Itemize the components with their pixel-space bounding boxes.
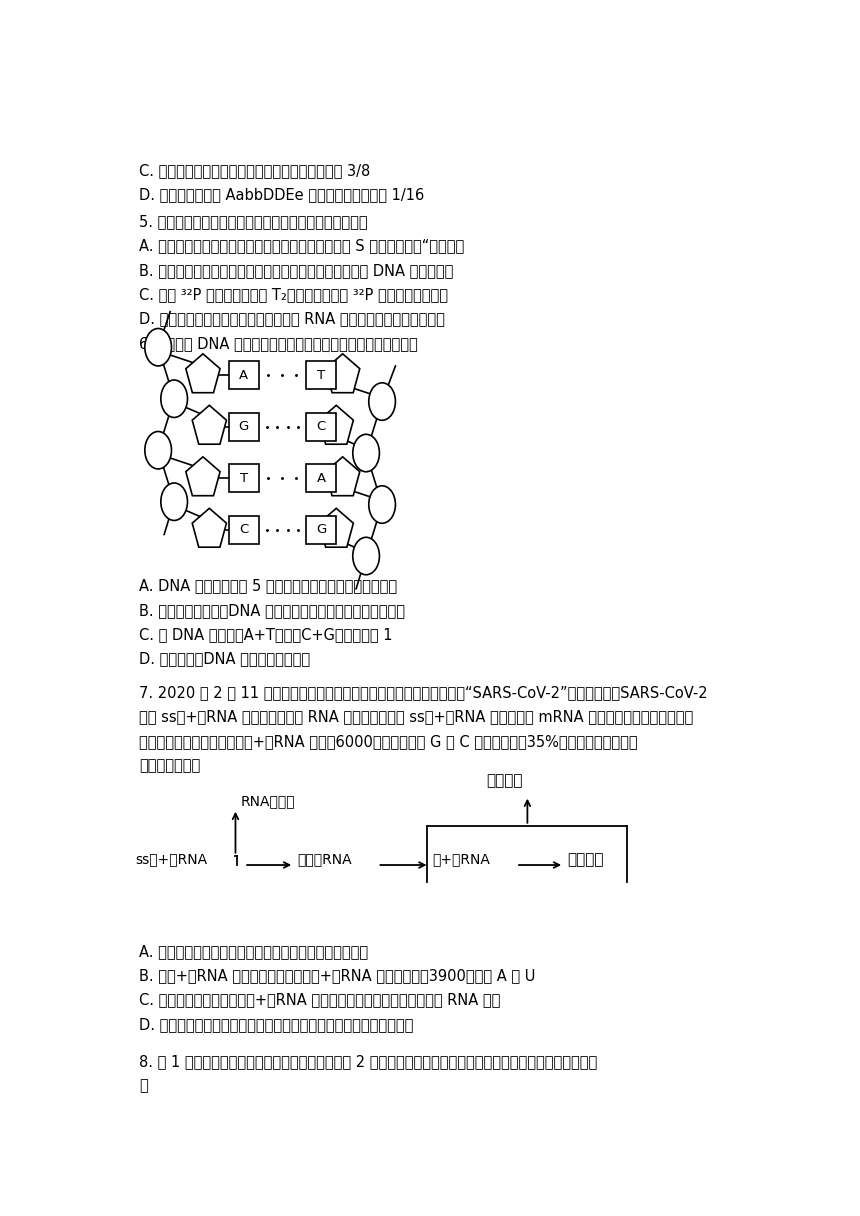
Text: D. 烟草花叶病毒侵染烟草的实验证明了 RNA 是烟草花叶病毒的遗传物质: D. 烟草花叶病毒侵染烟草的实验证明了 RNA 是烟草花叶病毒的遗传物质: [139, 311, 445, 327]
Polygon shape: [193, 405, 226, 444]
Text: 7. 2020 年 2 月 11 日，国际病毒分类委员会把新型冠状病毒正式命名为“SARS-CoV-2”，研究表明，SARS-CoV-2: 7. 2020 年 2 月 11 日，国际病毒分类委员会把新型冠状病毒正式命名为…: [139, 686, 708, 700]
Text: D. 该病毒易发生变异，一旦遗传信息改变，码的蛋白质结构也会改变: D. 该病毒易发生变异，一旦遗传信息改变，码的蛋白质结构也会改变: [139, 1017, 414, 1031]
Text: A. DNA 中脉氧核糖的 5 个碳原子都参与形成环状结构因基: A. DNA 中脉氧核糖的 5 个碳原子都参与形成环状结构因基: [139, 579, 397, 593]
Circle shape: [353, 537, 379, 575]
Text: C. 用含 ³²P 的动物细胞培养 T₂噬菌体能获得带 ³²P 标记的子代噬菌体: C. 用含 ³²P 的动物细胞培养 T₂噬菌体能获得带 ³²P 标记的子代噬菌体: [139, 287, 449, 303]
Circle shape: [144, 432, 171, 469]
Text: B. 通过半保留复制，DNA 将亲代的一半遗传信息传给子代因基: B. 通过半保留复制，DNA 将亲代的一半遗传信息传给子代因基: [139, 603, 406, 618]
Text: C: C: [316, 421, 326, 433]
Text: C. 子代中各性状均表现为显性的个体所占的比例是 3/8: C. 子代中各性状均表现为显性的个体所占的比例是 3/8: [139, 163, 371, 178]
Circle shape: [161, 379, 187, 417]
Text: A. 图中遗传信息的传递过程不遵循中心法则大个同本亲中: A. 图中遗传信息的传递过程不遵循中心法则大个同本亲中: [139, 944, 369, 958]
Text: 属于 ss（+）RNA 病毒（正链单链 RNA 病毒），病毒的 ss（+）RNA 可直接作为 mRNA 翻译出蛋白质，其增殖过程: 属于 ss（+）RNA 病毒（正链单链 RNA 病毒），病毒的 ss（+）RNA…: [139, 710, 694, 725]
Bar: [306, 465, 336, 492]
Text: D. 由图可知，DNA 的两条链反向平行: D. 由图可知，DNA 的两条链反向平行: [139, 652, 310, 666]
Circle shape: [369, 486, 396, 523]
Text: D. 子代中基因型为 AabbDDEe 的个体所占的比例是 1/16: D. 子代中基因型为 AabbDDEe 的个体所占的比例是 1/16: [139, 187, 425, 202]
Text: 是: 是: [139, 1079, 148, 1093]
Text: ss（+）RNA: ss（+）RNA: [136, 852, 207, 866]
Bar: [306, 516, 336, 544]
Text: G: G: [316, 523, 326, 536]
Bar: [306, 412, 336, 441]
Circle shape: [161, 483, 187, 520]
Bar: [229, 361, 259, 389]
Circle shape: [353, 434, 379, 472]
Text: A: A: [316, 472, 326, 485]
Text: C: C: [239, 523, 249, 536]
Bar: [229, 412, 259, 441]
Polygon shape: [319, 405, 353, 444]
Text: A. 格里菲思的肺炎链球菌转化实验说明了加热致死的 S 型细菌中存在“转化因子: A. 格里菲思的肺炎链球菌转化实验说明了加热致死的 S 型细菌中存在“转化因子: [139, 238, 464, 254]
Text: （－）RNA: （－）RNA: [298, 852, 352, 866]
Text: 8. 图 1 为某种生物细胞内进行的部分生理活动，图 2 为中心法则图解，图中字母代表具体过程。下列叙述正确的: 8. 图 1 为某种生物细胞内进行的部分生理活动，图 2 为中心法则图解，图中字…: [139, 1054, 598, 1069]
Text: RNA复制酶: RNA复制酶: [241, 794, 296, 809]
Text: 说法，正确的是: 说法，正确的是: [139, 759, 200, 773]
Polygon shape: [186, 354, 220, 393]
Polygon shape: [319, 508, 353, 547]
Circle shape: [144, 328, 171, 366]
Bar: [229, 465, 259, 492]
Text: G: G: [239, 421, 249, 433]
Text: 5. 下列有关科学家对遗传物质探索历程的叙述，错误的是: 5. 下列有关科学家对遗传物质探索历程的叙述，错误的是: [139, 214, 368, 230]
Polygon shape: [193, 508, 226, 547]
Bar: [229, 516, 259, 544]
Text: （+）RNA: （+）RNA: [433, 852, 490, 866]
Text: 如图所示。假定病毒基因组（+）RNA 中含有6000个碘基，其中 G 和 C 占碘基总数的35%。下列关于该病毒的: 如图所示。假定病毒基因组（+）RNA 中含有6000个碘基，其中 G 和 C 占…: [139, 734, 638, 749]
Bar: [306, 361, 336, 389]
Text: B. 艾弗里及其同事进行的肺炎链球菌体外转化实验证明了 DNA 是转化因子: B. 艾弗里及其同事进行的肺炎链球菌体外转化实验证明了 DNA 是转化因子: [139, 263, 454, 278]
Text: T: T: [240, 472, 248, 485]
Text: B. 以（+）RNA 为模板合成一条子代（+）RNA 的过程共需要3900个碘基 A 和 U: B. 以（+）RNA 为模板合成一条子代（+）RNA 的过程共需要3900个碘基…: [139, 968, 536, 983]
Polygon shape: [186, 457, 220, 496]
Text: 子代病毒: 子代病毒: [486, 773, 522, 788]
Text: T: T: [317, 368, 325, 382]
Circle shape: [369, 383, 396, 421]
Text: 6. 如图为某 DNA 分子的局部结构模式图，下列有关说法正确的是: 6. 如图为某 DNA 分子的局部结构模式图，下列有关说法正确的是: [139, 336, 418, 351]
Text: C. 该 DNA 分子中（A+T）／（C+G）一定等于 1: C. 该 DNA 分子中（A+T）／（C+G）一定等于 1: [139, 627, 393, 642]
Text: 结构蛋白: 结构蛋白: [568, 852, 604, 867]
Text: C. 子代病毒的遗传性状由（+）RNA 决定，病毒的基因是有遗传效应的 RNA 片段: C. 子代病毒的遗传性状由（+）RNA 决定，病毒的基因是有遗传效应的 RNA …: [139, 992, 501, 1007]
Polygon shape: [326, 354, 359, 393]
Text: A: A: [239, 368, 249, 382]
Polygon shape: [326, 457, 359, 496]
